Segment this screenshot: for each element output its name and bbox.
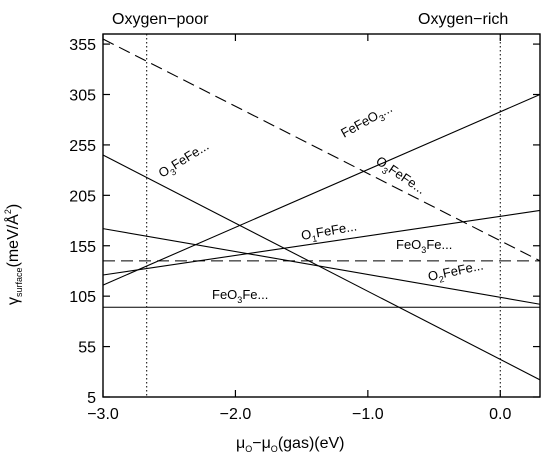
series-line-2 xyxy=(102,38,541,262)
series-label-4: FeO3Fe... xyxy=(396,237,452,255)
region-label-left: Oxygen−poor xyxy=(112,11,209,28)
plot-frame xyxy=(102,33,541,398)
x-axis-title: μO−μO(gas)(eV) xyxy=(236,435,345,454)
series-line-1 xyxy=(102,93,541,286)
y-tick-label-6: 305 xyxy=(69,88,96,105)
series-label-2: O3FeFe... xyxy=(372,153,429,199)
y-tick-label-7: 355 xyxy=(69,37,96,54)
y-tick-label-3: 155 xyxy=(69,239,96,256)
x-tick-label-1: −2.0 xyxy=(220,406,252,423)
x-tick-label-0: −3.0 xyxy=(87,406,119,423)
series-line-0 xyxy=(102,154,541,381)
y-tick-label-0: 5 xyxy=(87,390,96,407)
series-label-6: FeO3Fe... xyxy=(212,287,268,305)
region-label-right: Oxygen−rich xyxy=(418,11,508,28)
series-label-0: O3FeFe... xyxy=(156,138,213,183)
series-group xyxy=(102,38,541,381)
series-label-1: FeFeO3... xyxy=(338,100,396,143)
series-label-3: O1FeFe... xyxy=(300,218,359,246)
x-tick-label-2: −1.0 xyxy=(352,406,384,423)
y-tick-label-1: 55 xyxy=(78,340,96,357)
x-tick-label-3: 0.0 xyxy=(489,406,511,423)
series-label-5: O2FeFe... xyxy=(427,258,486,287)
y-tick-label-5: 255 xyxy=(69,138,96,155)
series-line-5 xyxy=(102,228,541,305)
y-axis-title: γsurface(meV/Å2) xyxy=(3,204,24,305)
reference-lines xyxy=(146,34,501,397)
y-tick-label-4: 205 xyxy=(69,188,96,205)
series-labels: O3FeFe... FeFeO3... O3FeFe... O1FeFe... FeO3… xyxy=(156,100,486,305)
series-line-3 xyxy=(102,209,541,276)
y-tick-label-2: 105 xyxy=(69,289,96,306)
